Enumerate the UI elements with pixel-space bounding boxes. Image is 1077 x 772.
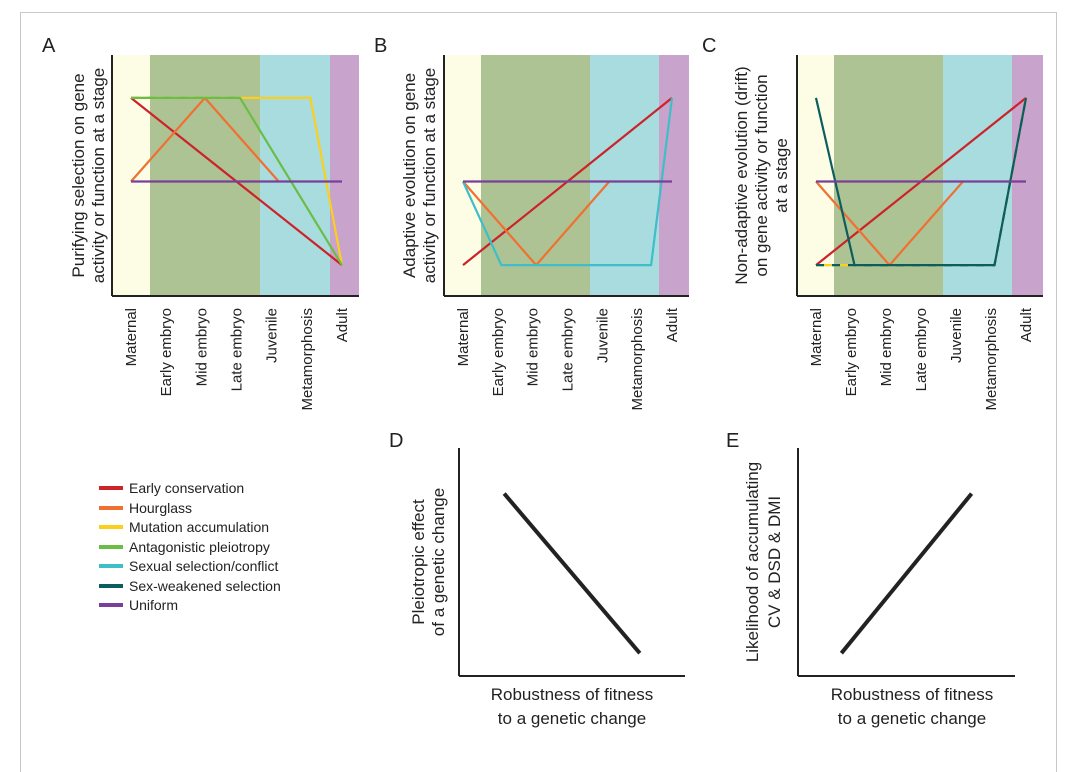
y-axis-label: Adaptive evolution on gene — [400, 73, 419, 278]
stage-band-juvenile_metamorphosis — [943, 55, 1012, 296]
legend-item: Mutation accumulation — [99, 518, 269, 536]
legend-item: Sex-weakened selection — [99, 577, 281, 595]
x-tick-label: Late embryo — [913, 308, 930, 391]
x-tick-label: Mid embryo — [525, 308, 542, 386]
figure-frame — [20, 12, 1057, 772]
x-tick-label: Late embryo — [560, 308, 577, 391]
panel-letter: A — [42, 35, 56, 57]
legend-label: Sexual selection/conflict — [129, 558, 279, 574]
y-axis-label: of a genetic change — [429, 488, 448, 636]
stage-band-embryo — [481, 55, 590, 296]
panel-b: Maternal Early embryo Mid embryo Late embry… — [374, 35, 689, 411]
x-tick-label: Maternal — [123, 308, 140, 366]
legend-item: Uniform — [99, 596, 178, 614]
legend-label: Hourglass — [129, 499, 193, 516]
legend-swatch — [99, 486, 123, 490]
panel-letter: D — [389, 430, 403, 452]
stage-band-maternal — [797, 55, 834, 296]
panel-letter: B — [374, 35, 387, 57]
legend-item: Sexual selection/conflict — [99, 557, 278, 575]
stage-band-maternal — [444, 55, 481, 296]
panel-c: Maternal Early embryo Mid embryo Late embry… — [702, 35, 1043, 411]
x-tick-label: Juvenile — [264, 308, 281, 363]
x-tick-label: Maternal — [808, 308, 825, 366]
x-tick-label: Mid embryo — [193, 308, 210, 386]
x-tick-label: Metamorphosis — [629, 308, 646, 411]
legend-swatch — [99, 505, 123, 510]
x-tick-label: Juvenile — [948, 308, 965, 363]
y-axis-label: Likelihood of accumulating — [743, 462, 762, 662]
y-axis-label: Pleiotropic effect — [409, 499, 428, 625]
panel-a: Maternal Early embryo Mid embryo Late embry… — [42, 35, 359, 411]
stage-band-embryo — [150, 55, 260, 296]
legend-swatch — [99, 603, 123, 607]
legend-swatch — [99, 525, 123, 529]
y-axis-label: Non-adaptive evolution (drift) — [732, 66, 751, 284]
legend-label: Sex-weakened selection — [129, 577, 281, 594]
x-tick-label: Early embryo — [158, 308, 175, 396]
legend-swatch — [99, 583, 123, 588]
x-tick-label: Adult — [334, 307, 351, 342]
x-axis-label: Robustness of fitness — [831, 685, 994, 704]
legend-item: Hourglass — [99, 499, 192, 517]
panel-letter: C — [702, 35, 716, 57]
stage-band-adult — [1012, 55, 1043, 296]
x-tick-label: Adult — [664, 307, 681, 342]
legend-swatch — [99, 544, 123, 549]
stage-band-embryo — [834, 55, 943, 296]
trend-line — [502, 492, 642, 655]
trend-line — [839, 492, 974, 655]
x-tick-label: Early embryo — [843, 308, 860, 396]
stage-band-maternal — [112, 55, 150, 296]
legend-label: Antagonistic pleiotropy — [129, 538, 270, 555]
x-tick-label: Adult — [1018, 307, 1035, 342]
x-tick-label: Metamorphosis — [983, 308, 1000, 411]
x-tick-label: Late embryo — [229, 308, 246, 391]
legend-label: Early conservation — [129, 480, 245, 496]
legend-label: Mutation accumulation — [129, 519, 270, 535]
legend-item: Early conservation — [99, 479, 244, 497]
y-axis-label: on gene activity or function — [752, 74, 771, 276]
x-tick-label: Mid embryo — [878, 308, 895, 386]
y-axis-label: at a stage — [772, 138, 791, 213]
x-tick-label: Metamorphosis — [299, 308, 316, 411]
y-axis-label: activity or function at a stage — [420, 68, 439, 283]
legend-swatch — [99, 564, 123, 568]
x-tick-label: Early embryo — [490, 308, 507, 396]
stage-band-juvenile_metamorphosis — [590, 55, 659, 296]
stage-band-adult — [330, 55, 359, 296]
panel-letter: E — [726, 430, 739, 452]
panel-d: Pleiotropic effect of a genetic change Rob… — [389, 430, 685, 728]
y-axis-label: CV & DSD & DMI — [765, 496, 784, 628]
legend-item: Antagonistic pleiotropy — [99, 538, 270, 556]
x-axis-label: to a genetic change — [838, 709, 986, 728]
legend-label: Uniform — [129, 597, 179, 613]
x-tick-label: Maternal — [455, 308, 472, 366]
panel-e: Likelihood of accumulating CV & DSD & DMI… — [726, 430, 1015, 728]
series-line-antagonistic-pleiotropy — [131, 96, 343, 266]
stage-band-juvenile_metamorphosis — [260, 55, 330, 296]
x-axis-label: Robustness of fitness — [491, 685, 654, 704]
y-axis-label: activity or function at a stage — [89, 68, 108, 283]
x-tick-label: Juvenile — [594, 308, 611, 363]
stage-band-adult — [659, 55, 689, 296]
x-axis-label: to a genetic change — [498, 709, 646, 728]
y-axis-label: Purifying selection on gene — [69, 73, 88, 277]
